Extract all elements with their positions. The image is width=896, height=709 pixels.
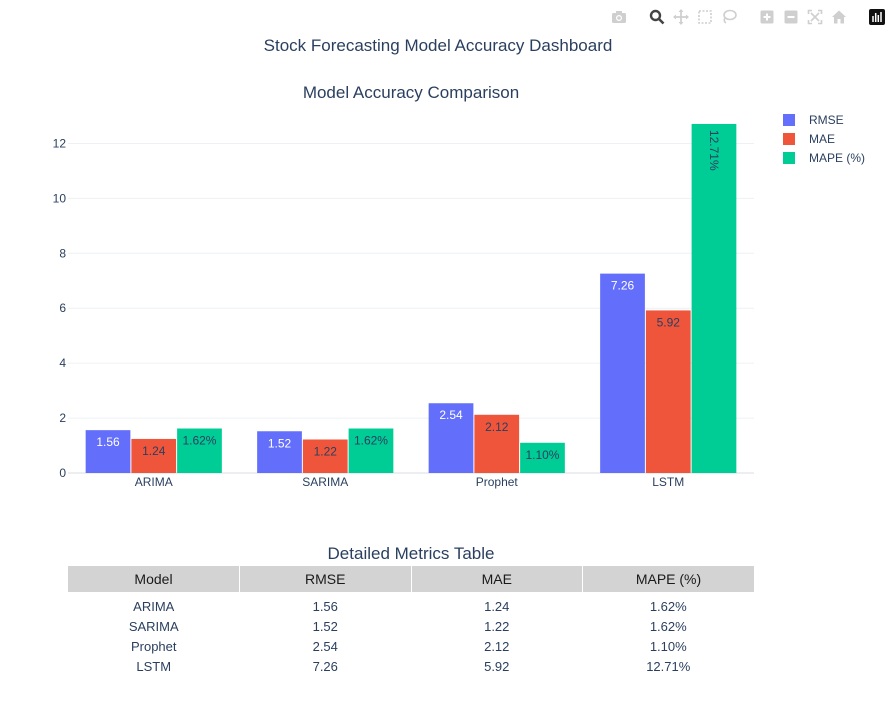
modebar — [610, 8, 886, 26]
bar — [691, 123, 737, 474]
bar — [85, 430, 131, 473]
lasso-icon[interactable] — [720, 8, 738, 26]
x-tick-label: SARIMA — [302, 475, 348, 489]
bar-label: 5.92 — [657, 315, 681, 329]
bar — [302, 439, 348, 473]
bar-label: 1.22 — [314, 444, 338, 458]
bar-label: 1.52 — [268, 436, 292, 450]
y-tick-label: 6 — [59, 301, 66, 315]
bar-label: 1.24 — [142, 444, 166, 458]
cell-mape: 1.62% — [649, 598, 687, 614]
pan-icon[interactable] — [672, 8, 690, 26]
home-icon[interactable] — [830, 8, 848, 26]
bar — [348, 428, 394, 473]
bar-label: 12.71% — [707, 130, 721, 171]
table-row: ARIMA 1.56 1.24 1.62% — [68, 592, 754, 616]
legend-label: MAE — [809, 131, 836, 146]
bar — [428, 403, 474, 473]
bar-label: 1.62% — [182, 434, 216, 448]
legend-swatch — [783, 113, 795, 126]
bar — [177, 428, 222, 473]
cell-rmse: 1.52 — [312, 618, 338, 634]
cell-model: LSTM — [136, 658, 172, 674]
legend-item[interactable]: RMSE — [780, 110, 865, 129]
zoom-icon[interactable] — [648, 8, 666, 26]
legend-swatch — [783, 132, 795, 145]
x-tick-label: Prophet — [476, 475, 519, 489]
box-select-icon[interactable] — [696, 8, 714, 26]
header-mae: MAE — [411, 566, 583, 592]
y-tick-label: 12 — [53, 136, 67, 150]
cell-mape: 1.10% — [649, 638, 687, 654]
plotly-logo-icon[interactable] — [868, 8, 886, 26]
cell-rmse: 1.56 — [312, 598, 338, 614]
cell-mape: 12.71% — [646, 658, 691, 674]
bar-label: 1.62% — [354, 434, 388, 448]
bar-label: 2.54 — [439, 408, 463, 422]
cell-mae: 1.22 — [484, 618, 510, 634]
autoscale-icon[interactable] — [806, 8, 824, 26]
bar — [257, 431, 302, 473]
bar — [600, 273, 645, 473]
cell-model: ARIMA — [133, 598, 175, 614]
y-tick-label: 0 — [59, 466, 66, 480]
y-tick-label: 4 — [59, 356, 66, 370]
cell-mae: 5.92 — [484, 658, 510, 674]
cell-model: Prophet — [130, 638, 177, 654]
table-row: Prophet 2.54 2.12 1.10% — [68, 636, 754, 656]
chart-legend: RMSE MAE MAPE (%) — [780, 110, 865, 167]
cell-mae: 2.12 — [484, 638, 510, 654]
cell-rmse: 2.54 — [312, 638, 338, 654]
bar — [131, 438, 177, 473]
y-tick-label: 2 — [59, 411, 66, 425]
bar — [645, 310, 691, 473]
cell-mape: 1.62% — [649, 618, 687, 634]
y-tick-label: 8 — [59, 246, 66, 260]
zoom-in-icon[interactable] — [758, 8, 776, 26]
y-tick-label: 10 — [53, 191, 67, 205]
legend-swatch — [783, 151, 795, 164]
table-title: Detailed Metrics Table — [327, 544, 495, 563]
bar-label: 7.26 — [611, 279, 635, 293]
legend-item[interactable]: MAE — [780, 129, 865, 148]
bar-label: 1.10% — [525, 448, 559, 462]
accuracy-bar-chart: Model Accuracy Comparison 0 2 4 6 8 10 12 1.56 1.… — [53, 83, 754, 489]
legend-label: RMSE — [809, 112, 844, 127]
table-row: SARIMA 1.52 1.22 1.62% — [68, 616, 754, 636]
cell-rmse: 7.26 — [312, 658, 338, 674]
bar — [520, 442, 565, 473]
header-mape: MAPE (%) — [582, 566, 754, 592]
legend-item[interactable]: MAPE (%) — [780, 148, 865, 167]
bar — [474, 414, 520, 473]
zoom-out-icon[interactable] — [782, 8, 800, 26]
camera-icon[interactable] — [610, 8, 628, 26]
cell-model: SARIMA — [128, 618, 179, 634]
header-model: Model — [68, 566, 240, 592]
x-tick-label: LSTM — [652, 475, 684, 489]
bar-label: 1.56 — [96, 435, 120, 449]
chart-title: Model Accuracy Comparison — [303, 83, 519, 102]
bar-label: 2.12 — [485, 420, 509, 434]
dashboard-title: Stock Forecasting Model Accuracy Dashboa… — [263, 36, 613, 55]
metrics-table: Model RMSE MAE MAPE (%) ARIMA 1.56 1.24 … — [68, 566, 754, 676]
table-header-row: Model RMSE MAE MAPE (%) — [68, 566, 754, 592]
header-rmse: RMSE — [239, 566, 412, 592]
table-row: LSTM 7.26 5.92 12.71% — [68, 656, 754, 676]
cell-mae: 1.24 — [484, 598, 510, 614]
legend-label: MAPE (%) — [809, 150, 866, 165]
x-tick-label: ARIMA — [135, 475, 173, 489]
